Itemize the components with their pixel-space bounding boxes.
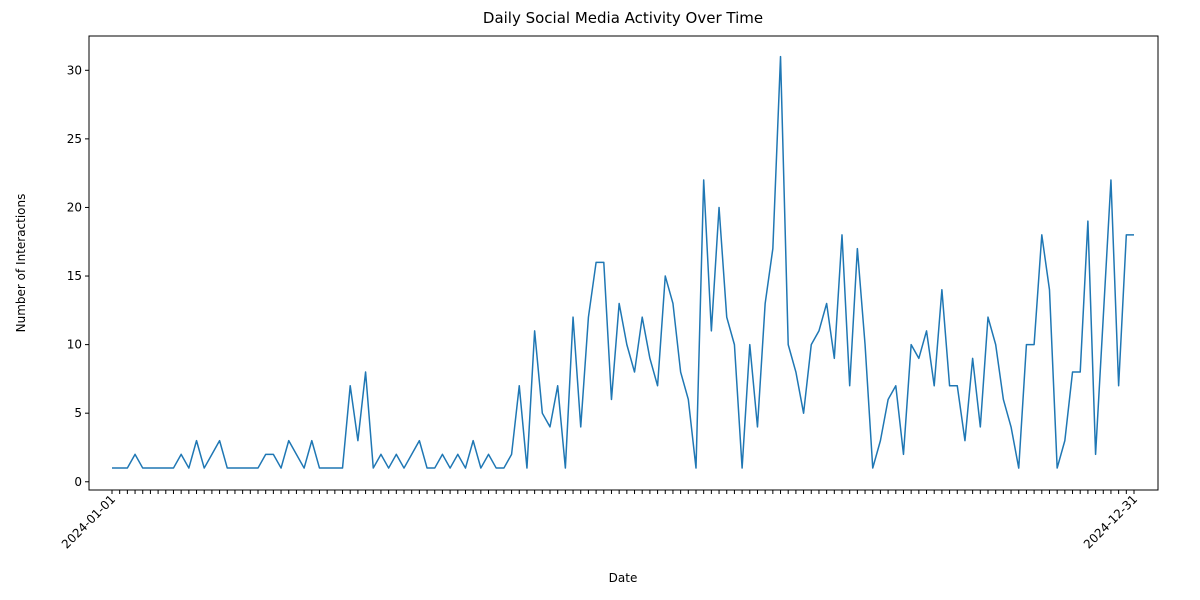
y-tick-label: 30 — [67, 63, 82, 77]
chart-title: Daily Social Media Activity Over Time — [483, 9, 763, 27]
x-tick-label: 2024-01-01 — [59, 492, 118, 551]
y-axis-label: Number of Interactions — [14, 194, 28, 333]
y-tick-label: 15 — [67, 269, 82, 283]
y-tick-label: 10 — [67, 338, 82, 352]
y-tick-label: 25 — [67, 132, 82, 146]
data-line — [112, 55, 1134, 469]
x-axis-label: Date — [609, 571, 638, 585]
y-tick-label: 5 — [74, 406, 82, 420]
y-tick-label: 0 — [74, 475, 82, 489]
x-tick-label: 2024-12-31 — [1081, 492, 1140, 551]
y-tick-label: 20 — [67, 200, 82, 214]
plot-frame — [88, 35, 1159, 491]
